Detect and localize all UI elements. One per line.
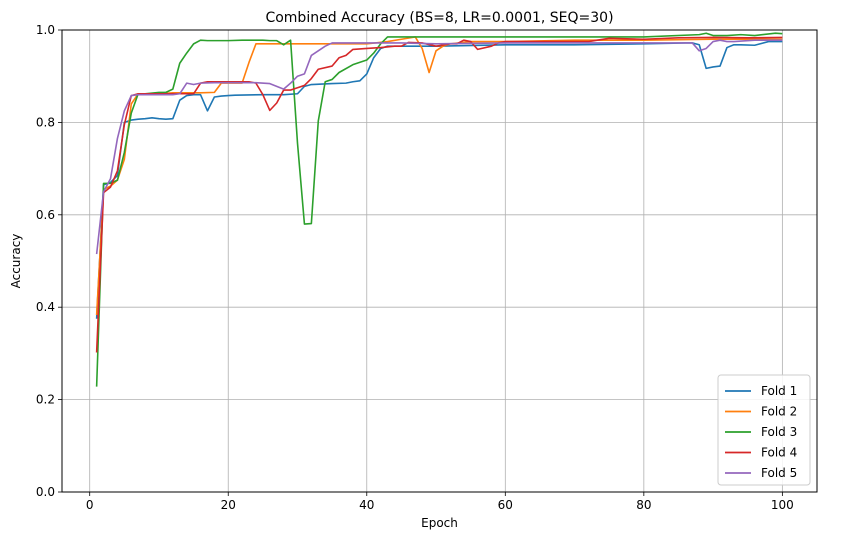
series-line-fold-4	[95, 36, 783, 353]
chart-title: Combined Accuracy (BS=8, LR=0.0001, SEQ=…	[265, 10, 613, 26]
y-tick-label: 0.8	[36, 115, 55, 129]
x-tick-label: 0	[86, 498, 94, 512]
series-line-fold-1	[95, 40, 783, 319]
x-tick-label: 100	[771, 498, 794, 512]
legend: Fold 1 Fold 2 Fold 3 Fold 4 Fold 5	[717, 374, 811, 486]
legend-box	[717, 374, 811, 486]
x-axis-label: Epoch	[421, 516, 458, 530]
y-tick-label: 1.0	[36, 23, 55, 37]
y-tick-label: 0.6	[36, 208, 55, 222]
x-tick-label: 80	[636, 498, 651, 512]
series-line-fold-5	[95, 39, 783, 255]
y-tick-label: 0.0	[36, 485, 55, 499]
x-tick-label: 40	[359, 498, 374, 512]
y-axis-label: Accuracy	[9, 234, 23, 289]
x-tick-label: 60	[498, 498, 513, 512]
legend-label: Fold 2	[761, 405, 797, 419]
y-tick-label: 0.4	[36, 300, 55, 314]
series-group	[95, 32, 783, 387]
plot-frame	[61, 29, 818, 493]
legend-label: Fold 4	[761, 446, 797, 460]
ticks: 0 20 40 60 80 100 0.0 0.2 0.4 0.6 0.8 1.0	[36, 23, 794, 512]
legend-label: Fold 5	[761, 466, 797, 480]
legend-label: Fold 3	[761, 425, 797, 439]
legend-label: Fold 1	[761, 384, 797, 398]
series-line-fold-3	[95, 32, 783, 387]
y-tick-label: 0.2	[36, 393, 55, 407]
x-tick-label: 20	[221, 498, 236, 512]
